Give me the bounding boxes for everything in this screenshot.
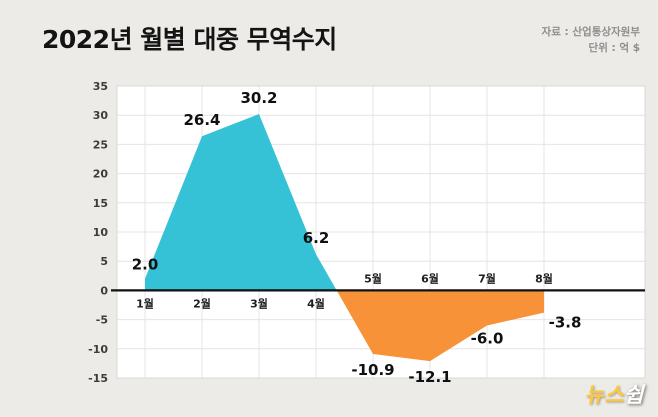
x-axis-month-label: 3월	[250, 296, 268, 310]
x-axis-month-label: 6월	[421, 271, 439, 285]
value-label: 2.0	[132, 256, 159, 274]
trade-balance-area-chart: 35 30 25 20 15 10 5 0 -5 -10 -15 1월 2월 3월 4월 5월 6월 7월 8월 2.…	[88, 82, 646, 386]
logo-text-secondary: 쉽	[624, 383, 644, 407]
source-note: 자료 : 산업통상자원부 단위 : 억 $	[542, 24, 640, 57]
unit-label: 단위 : 억 $	[588, 42, 640, 55]
area-negative	[145, 290, 544, 362]
x-axis-month-label: 7월	[478, 271, 496, 285]
x-axis-month-label: 5월	[364, 271, 382, 285]
x-axis-month-label: 4월	[307, 296, 325, 310]
x-axis-month-label: 2월	[193, 296, 211, 310]
value-label: -12.1	[408, 368, 451, 386]
y-axis-tick-label: 10	[93, 226, 109, 239]
value-label: -10.9	[351, 361, 394, 379]
y-axis-tick-label: -5	[96, 314, 108, 327]
y-axis-tick-label: 15	[93, 197, 108, 210]
value-label: -3.8	[549, 314, 582, 332]
value-label: 30.2	[240, 89, 277, 107]
x-axis-month-label: 1월	[136, 296, 154, 310]
y-axis-tick-label: -10	[88, 343, 108, 356]
logo-text-primary: 뉴스	[584, 383, 625, 407]
x-axis-month-label: 8월	[535, 271, 553, 285]
y-axis-tick-label: 5	[100, 255, 108, 268]
value-label: 6.2	[303, 229, 330, 247]
y-axis-tick-label: 20	[93, 168, 109, 181]
y-axis-tick-label: 25	[93, 138, 108, 151]
plot-border	[116, 85, 646, 379]
value-label: 26.4	[183, 111, 220, 129]
y-axis-tick-label: 35	[93, 82, 108, 93]
page-title: 2022년 월별 대중 무역수지	[42, 25, 337, 54]
y-axis-tick-label: 30	[93, 109, 109, 122]
y-axis-tick-label: 0	[100, 284, 108, 297]
logo: 뉴스쉽	[585, 379, 644, 409]
area-positive	[145, 114, 337, 291]
source-label: 자료 : 산업통상자원부	[541, 26, 640, 38]
value-label: -6.0	[471, 329, 504, 347]
y-axis-tick-label: -15	[88, 372, 108, 385]
